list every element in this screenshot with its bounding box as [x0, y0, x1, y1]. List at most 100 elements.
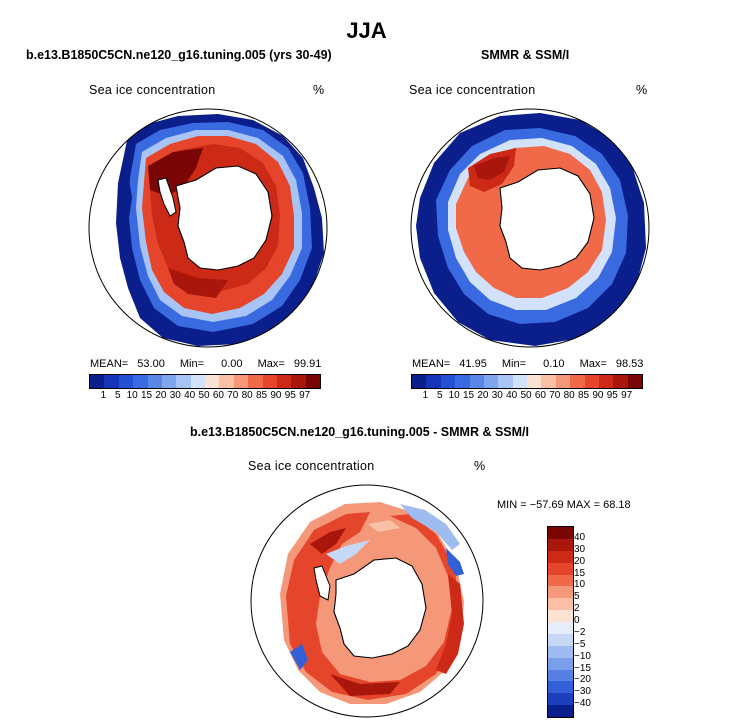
- panel-2-title: SMMR & SSM/I: [481, 48, 570, 62]
- panel-3-colorbar-tick-label: −15: [574, 662, 591, 674]
- panel-1-colorbar-swatch: [291, 375, 306, 388]
- panel-3-colorbar-tick-label: 30: [574, 543, 586, 555]
- panel-3-colorbar-tick-label: −2: [574, 626, 586, 638]
- panel-3-colorbar-swatch: [548, 622, 573, 634]
- panel-3-colorbar-tick-label: 2: [574, 603, 580, 615]
- panel-2-max-value: 98.53: [615, 358, 644, 370]
- panel-3-colorbar-swatch: [548, 669, 573, 682]
- panel-1-colorbar-tick-label: 90: [270, 390, 282, 401]
- panel-2-colorbar-swatch: [570, 375, 585, 388]
- panel-1-title: b.e13.B1850C5CN.ne120_g16.tuning.005 (yr…: [26, 48, 332, 62]
- panel-1-colorbar-swatch: [104, 375, 119, 388]
- panel-2-colorbar-tick-label: 15: [462, 390, 475, 401]
- panel-1-colorbar-swatch: [233, 375, 249, 388]
- panel-2-colorbar-swatch: [541, 375, 556, 388]
- panel-2-colorbar-swatch: [426, 375, 441, 388]
- panel-1-stats: MEAN= 53.00 Min= 0.00 Max= 99.91: [90, 358, 321, 370]
- panel-1-colorbar-labels: 1 5 10 15 20 30 40 50 60 70 80 85 90 95 97: [89, 390, 321, 402]
- panel-1-colorbar-tick-label: 30: [169, 390, 181, 401]
- panel-1-colorbar-swatch: [176, 375, 191, 388]
- panel-2-colorbar-tick-label: 1: [422, 390, 429, 401]
- panel-1-colorbar-tick-label: 15: [140, 390, 153, 401]
- panel-1-colorbar-tick-label: 5: [114, 390, 121, 401]
- panel-2-colorbar-tick-label: 60: [534, 390, 546, 401]
- panel-2-mean-value: 41.95: [459, 358, 487, 370]
- panel-1-colorbar-tick-label: 70: [227, 390, 239, 401]
- panel-2-colorbar-tick-label: 10: [448, 390, 460, 401]
- panel-3-colorbar-tick-label: −20: [574, 674, 591, 686]
- panel-3-colorbar-swatch: [548, 574, 573, 587]
- panel-2-max-label: Max=: [579, 358, 607, 370]
- panel-3-map: [250, 484, 484, 718]
- panel-2-colorbar-swatch: [555, 375, 571, 388]
- panel-3-colorbar-swatch: [548, 657, 573, 670]
- panel-1-colorbar-swatch: [305, 375, 320, 388]
- panel-3-colorbar-tick-label: 40: [574, 531, 586, 543]
- panel-1-colorbar-tick-label: 95: [284, 390, 296, 401]
- panel-1-colorbar-tick-label: 80: [241, 390, 253, 401]
- panel-3-colorbar-tick-label: −30: [574, 686, 591, 698]
- panel-2-colorbar-tick-label: 80: [563, 390, 575, 401]
- panel-1-colorbar: [89, 374, 321, 389]
- panel-3-colorbar: [547, 526, 574, 718]
- panel-2-colorbar-tick-label: 90: [592, 390, 604, 401]
- panel-1-colorbar-swatch: [205, 375, 220, 388]
- panel-1-colorbar-tick-label: 40: [184, 390, 196, 401]
- panel-1-colorbar-swatch: [190, 375, 205, 388]
- panel-1-colorbar-tick-label: 60: [212, 390, 224, 401]
- panel-3-colorbar-tick-label: 15: [574, 567, 586, 579]
- panel-1-min-value: 0.00: [221, 358, 243, 370]
- panel-2-colorbar-tick-label: 70: [549, 390, 561, 401]
- panel-2-colorbar-labels: 1 5 10 15 20 30 40 50 60 70 80 85 90 95 97: [411, 390, 643, 402]
- panel-1-colorbar-tick-label: 1: [100, 390, 107, 401]
- panel-3-colorbar-labels: 40 30 20 15 10 5 2 0 −2 −5 −10 −15 −20 −30 −40: [570, 526, 610, 716]
- panel-2-colorbar-swatch: [527, 375, 542, 388]
- panel-2-colorbar-swatch: [598, 375, 614, 388]
- panel-3-colorbar-tick-label: −10: [574, 650, 591, 662]
- panel-1-colorbar-swatch: [147, 375, 162, 388]
- panel-2-colorbar: [411, 374, 643, 389]
- panel-1-max-value: 99.91: [293, 358, 322, 370]
- panel-1-max-label: Max=: [257, 358, 285, 370]
- panel-2-colorbar-tick-label: 20: [477, 390, 489, 401]
- panel-1-mean-label: MEAN=: [90, 358, 129, 370]
- panel-1-colorbar-tick-label: 85: [255, 390, 268, 401]
- panel-2-colorbar-swatch: [512, 375, 527, 388]
- panel-2-colorbar-tick-label: 30: [491, 390, 503, 401]
- panel-2-colorbar-swatch: [584, 375, 599, 388]
- panel-2-colorbar-tick-label: 40: [506, 390, 518, 401]
- panel-2-colorbar-tick-label: 50: [520, 390, 532, 401]
- panel-1-mean-value: 53.00: [137, 358, 165, 370]
- panel-3-colorbar-swatch: [548, 538, 573, 551]
- panel-1-colorbar-swatch: [118, 375, 134, 388]
- panel-3-colorbar-swatch: [548, 598, 573, 611]
- panel-1-variable-label: Sea ice concentration: [89, 83, 216, 97]
- panel-1-colorbar-swatch: [161, 375, 177, 388]
- panel-2-variable-label: Sea ice concentration: [409, 83, 536, 97]
- panel-2-colorbar-tick-label: 5: [436, 390, 443, 401]
- panel-2-colorbar-tick-label: 97: [621, 390, 633, 401]
- panel-3-colorbar-tick-label: 0: [574, 615, 580, 626]
- panel-2-colorbar-swatch: [627, 375, 642, 388]
- panel-3-colorbar-swatch: [548, 705, 573, 717]
- panel-3-colorbar-swatch: [548, 645, 573, 658]
- panel-2-colorbar-swatch: [469, 375, 484, 388]
- panel-2-colorbar-tick-label: 85: [577, 390, 590, 401]
- panel-2-units-label: %: [636, 83, 648, 97]
- panel-2-colorbar-tick-label: 95: [606, 390, 618, 401]
- panel-3-colorbar-swatch: [548, 610, 573, 622]
- figure-title: JJA: [346, 18, 387, 43]
- panel-3-units-label: %: [474, 459, 486, 473]
- panel-3-colorbar-tick-label: −40: [574, 698, 591, 710]
- panel-3-colorbar-tick-label: 5: [574, 591, 580, 603]
- panel-3-colorbar-tick-label: −5: [574, 638, 586, 650]
- panel-3-colorbar-swatch: [548, 562, 573, 575]
- panel-2-colorbar-swatch: [440, 375, 456, 388]
- panel-1-colorbar-swatch: [90, 375, 105, 388]
- panel-1-colorbar-tick-label: 20: [155, 390, 167, 401]
- panel-1-colorbar-tick-label: 50: [198, 390, 210, 401]
- panel-3-colorbar-swatch: [548, 693, 573, 706]
- panel-1-units-label: %: [313, 83, 325, 97]
- panel-1-map: [88, 108, 328, 348]
- panel-3-stats: MIN = −57.69 MAX = 68.18: [497, 499, 631, 511]
